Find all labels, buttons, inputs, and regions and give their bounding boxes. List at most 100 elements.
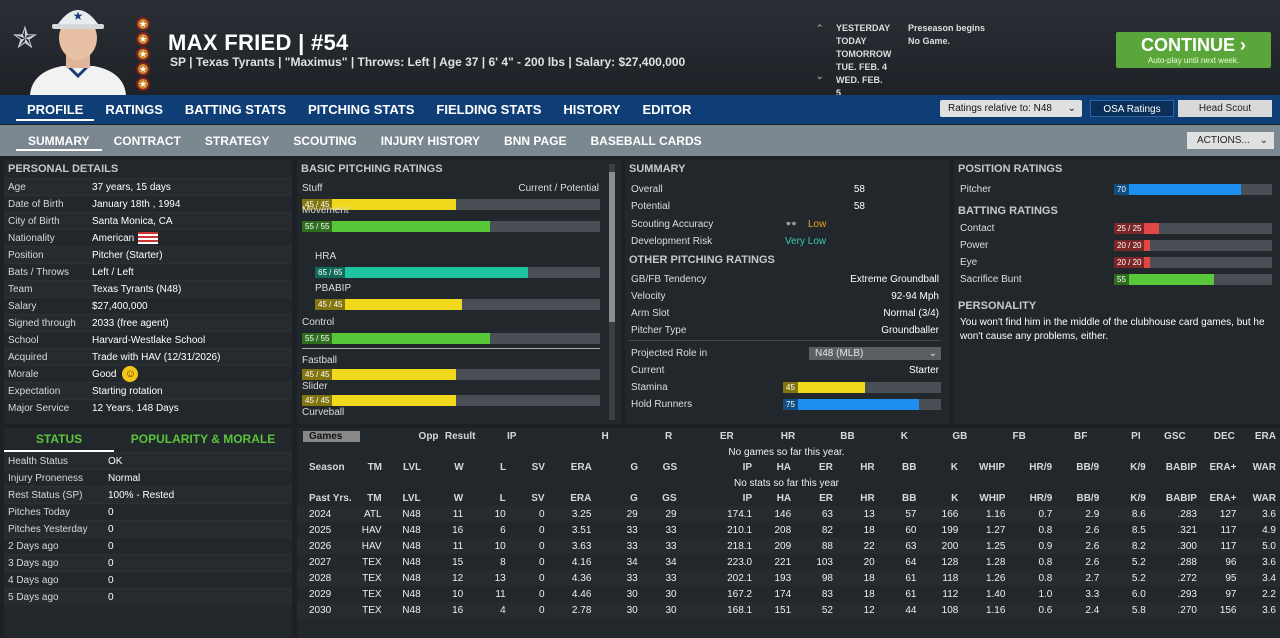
table-row[interactable]: 2026 HAV N48 11 10 0 3.63 33 33 218.1 209 88 22 63 200… — [297, 538, 1280, 554]
osa-ratings-toggle[interactable]: OSA Ratings — [1090, 100, 1174, 117]
table-cell: 96 — [1225, 556, 1237, 568]
tab-pitching-stats[interactable]: PITCHING STATS — [308, 101, 415, 117]
player-photo: ★ — [22, 0, 134, 95]
table-cell: N48 — [385, 506, 425, 522]
table-cell: 18 — [837, 570, 879, 586]
detail-row: Morale Good ☺ — [4, 365, 292, 382]
summary-row: Stamina 45 — [625, 379, 945, 396]
status-row: Health Status OK — [4, 452, 292, 469]
table-cell: 2027 — [309, 556, 332, 568]
rating-value: 55 — [1114, 274, 1129, 285]
table-cell: 8.2 — [1103, 538, 1150, 554]
ratings-relative-select[interactable]: Ratings relative to: N48 ⌄ — [940, 100, 1082, 117]
chevron-up-icon[interactable]: ⌃ — [816, 23, 824, 33]
status-row: Pitches Today 0 — [4, 503, 292, 520]
summary-label: Scouting Accuracy — [631, 219, 714, 230]
position-row: Eye 20 / 20 — [954, 254, 1280, 271]
table-row[interactable]: 2024 ATL N48 11 10 0 3.25 29 29 174.1 146 63 13 57 166… — [297, 506, 1280, 522]
tab-fielding-stats[interactable]: FIELDING STATS — [436, 101, 542, 117]
rating-bar: 20 / 20 — [1114, 240, 1272, 251]
col-header: G — [629, 492, 638, 504]
col-header: W — [454, 461, 464, 473]
summary-value: Starter — [908, 365, 939, 376]
rating-value: 45 / 45 — [302, 199, 333, 210]
calendar-row[interactable]: YESTERDAY Preseason begins — [816, 22, 985, 35]
rating-name: Control — [302, 317, 335, 328]
table-row[interactable]: 2027 TEX N48 15 8 0 4.16 34 34 223.0 221 103 20 64 128… — [297, 554, 1280, 570]
subtab-summary[interactable]: SUMMARY — [16, 130, 102, 151]
calendar-row[interactable]: TODAY No Game. — [816, 35, 985, 48]
subtab-baseball-cards[interactable]: BASEBALL CARDS — [590, 133, 702, 148]
rating-fill — [783, 399, 920, 410]
table-cell: 0.8 — [1038, 524, 1053, 536]
col-header: PI — [1131, 430, 1141, 442]
calendar-row[interactable]: WED. FEB. 5 — [816, 74, 985, 100]
subtab-strategy[interactable]: STRATEGY — [204, 133, 270, 148]
detail-label: Team — [8, 283, 33, 295]
detail-label: Signed through — [8, 317, 76, 329]
table-row[interactable]: 2025 HAV N48 16 6 0 3.51 33 33 210.1 208 82 18 60 199 1… — [297, 522, 1280, 538]
table-cell: 0 — [539, 588, 545, 600]
rating-value: 70 — [1114, 184, 1129, 195]
projected-role-value: N48 (MLB) — [815, 348, 864, 359]
tab-ratings[interactable]: RATINGS — [105, 101, 163, 117]
position-row: Contact 25 / 25 — [954, 220, 1280, 237]
col-header: HR — [860, 461, 875, 473]
subtab-bnn-page[interactable]: BNN PAGE — [504, 133, 567, 148]
table-cell: 0 — [509, 506, 549, 522]
table-cell: N48 — [385, 538, 425, 554]
col-header: BB — [902, 461, 917, 473]
detail-value: Harvard-Westlake School — [92, 334, 206, 346]
head-scout-toggle[interactable]: Head Scout — [1178, 100, 1272, 117]
tab-profile[interactable]: PROFILE — [16, 99, 95, 121]
chevron-down-icon[interactable]: ⌄ — [816, 71, 824, 81]
projected-role-select[interactable]: N48 (MLB) ⌄ — [809, 347, 941, 360]
col-header: Past Yrs. — [309, 492, 352, 504]
status-row: Injury Proneness Normal — [4, 469, 292, 486]
calendar-row[interactable]: TOMORROW — [816, 48, 985, 61]
actions-dropdown[interactable]: ACTIONS... ⌄ — [1187, 132, 1274, 149]
summary-label: Pitcher Type — [631, 325, 687, 336]
subtab-scouting[interactable]: SCOUTING — [293, 133, 357, 148]
status-label: 2 Days ago — [8, 540, 59, 552]
subtab-contract[interactable]: CONTRACT — [113, 133, 181, 148]
table-cell: 6.0 — [1131, 588, 1146, 600]
detail-row: Bats / Throws Left / Left — [4, 263, 292, 280]
table-row[interactable]: 2028 TEX N48 12 13 0 4.36 33 33 202.1 193 98 18 61 118… — [297, 570, 1280, 586]
table-cell: 5.2 — [1131, 556, 1146, 568]
detail-row: Salary $27,400,000 — [4, 297, 292, 314]
rating-value: 75 — [783, 399, 798, 410]
games-select[interactable]: Games — [297, 428, 371, 444]
tab-history[interactable]: HISTORY — [563, 101, 621, 117]
calendar-row[interactable]: TUE. FEB. 4 — [816, 61, 985, 74]
table-cell: 1.28 — [985, 556, 1006, 568]
subtab-injury-history[interactable]: INJURY HISTORY — [380, 133, 481, 148]
tab-batting-stats[interactable]: BATTING STATS — [184, 101, 286, 117]
continue-button[interactable]: CONTINUE › Auto-play until next week. — [1116, 32, 1271, 68]
detail-row: Acquired Trade with HAV (12/31/2026) — [4, 348, 292, 365]
table-row[interactable]: 2029 TEX N48 10 11 0 4.46 30 30 167.2 174 83 18 61 112… — [297, 586, 1280, 602]
scrollbar[interactable] — [609, 164, 615, 420]
rating-fill — [302, 369, 457, 380]
table-cell: 61 — [905, 588, 917, 600]
tab-editor[interactable]: EDITOR — [642, 101, 692, 117]
table-cell: 5.2 — [1103, 570, 1150, 586]
games-header-row: Games Opp Result IP H R ER HR BB K GB FB BF PI GSC DEC E… — [297, 428, 1280, 444]
table-row[interactable]: 2030 TEX N48 16 4 0 2.78 30 30 168.1 151 52 12 44 108 1… — [297, 602, 1280, 618]
rating-name: Movement — [302, 205, 349, 216]
table-cell: 210.1 — [727, 524, 753, 536]
table-cell: 34 — [665, 556, 677, 568]
detail-value: Starting rotation — [92, 385, 163, 397]
rating-name: Slider — [302, 381, 328, 392]
table-cell: 11 — [424, 538, 468, 554]
col-header: BB — [902, 492, 917, 504]
rating-value: 20 / 20 — [1114, 257, 1145, 268]
tab-popularity-morale[interactable]: POPULARITY & MORALE — [130, 432, 276, 446]
tab-status[interactable]: STATUS — [4, 428, 114, 452]
col-header: ER — [719, 430, 734, 442]
past-years-table: Past Yrs. TM LVL W L SV ERA G GS IP HA ER HR BB K WHIP H… — [297, 490, 1280, 618]
rating-value: 45 / 45 — [302, 369, 333, 380]
rating-value: 55 / 55 — [302, 333, 333, 344]
rating-fill — [302, 221, 491, 232]
status-value: 0 — [108, 540, 114, 552]
